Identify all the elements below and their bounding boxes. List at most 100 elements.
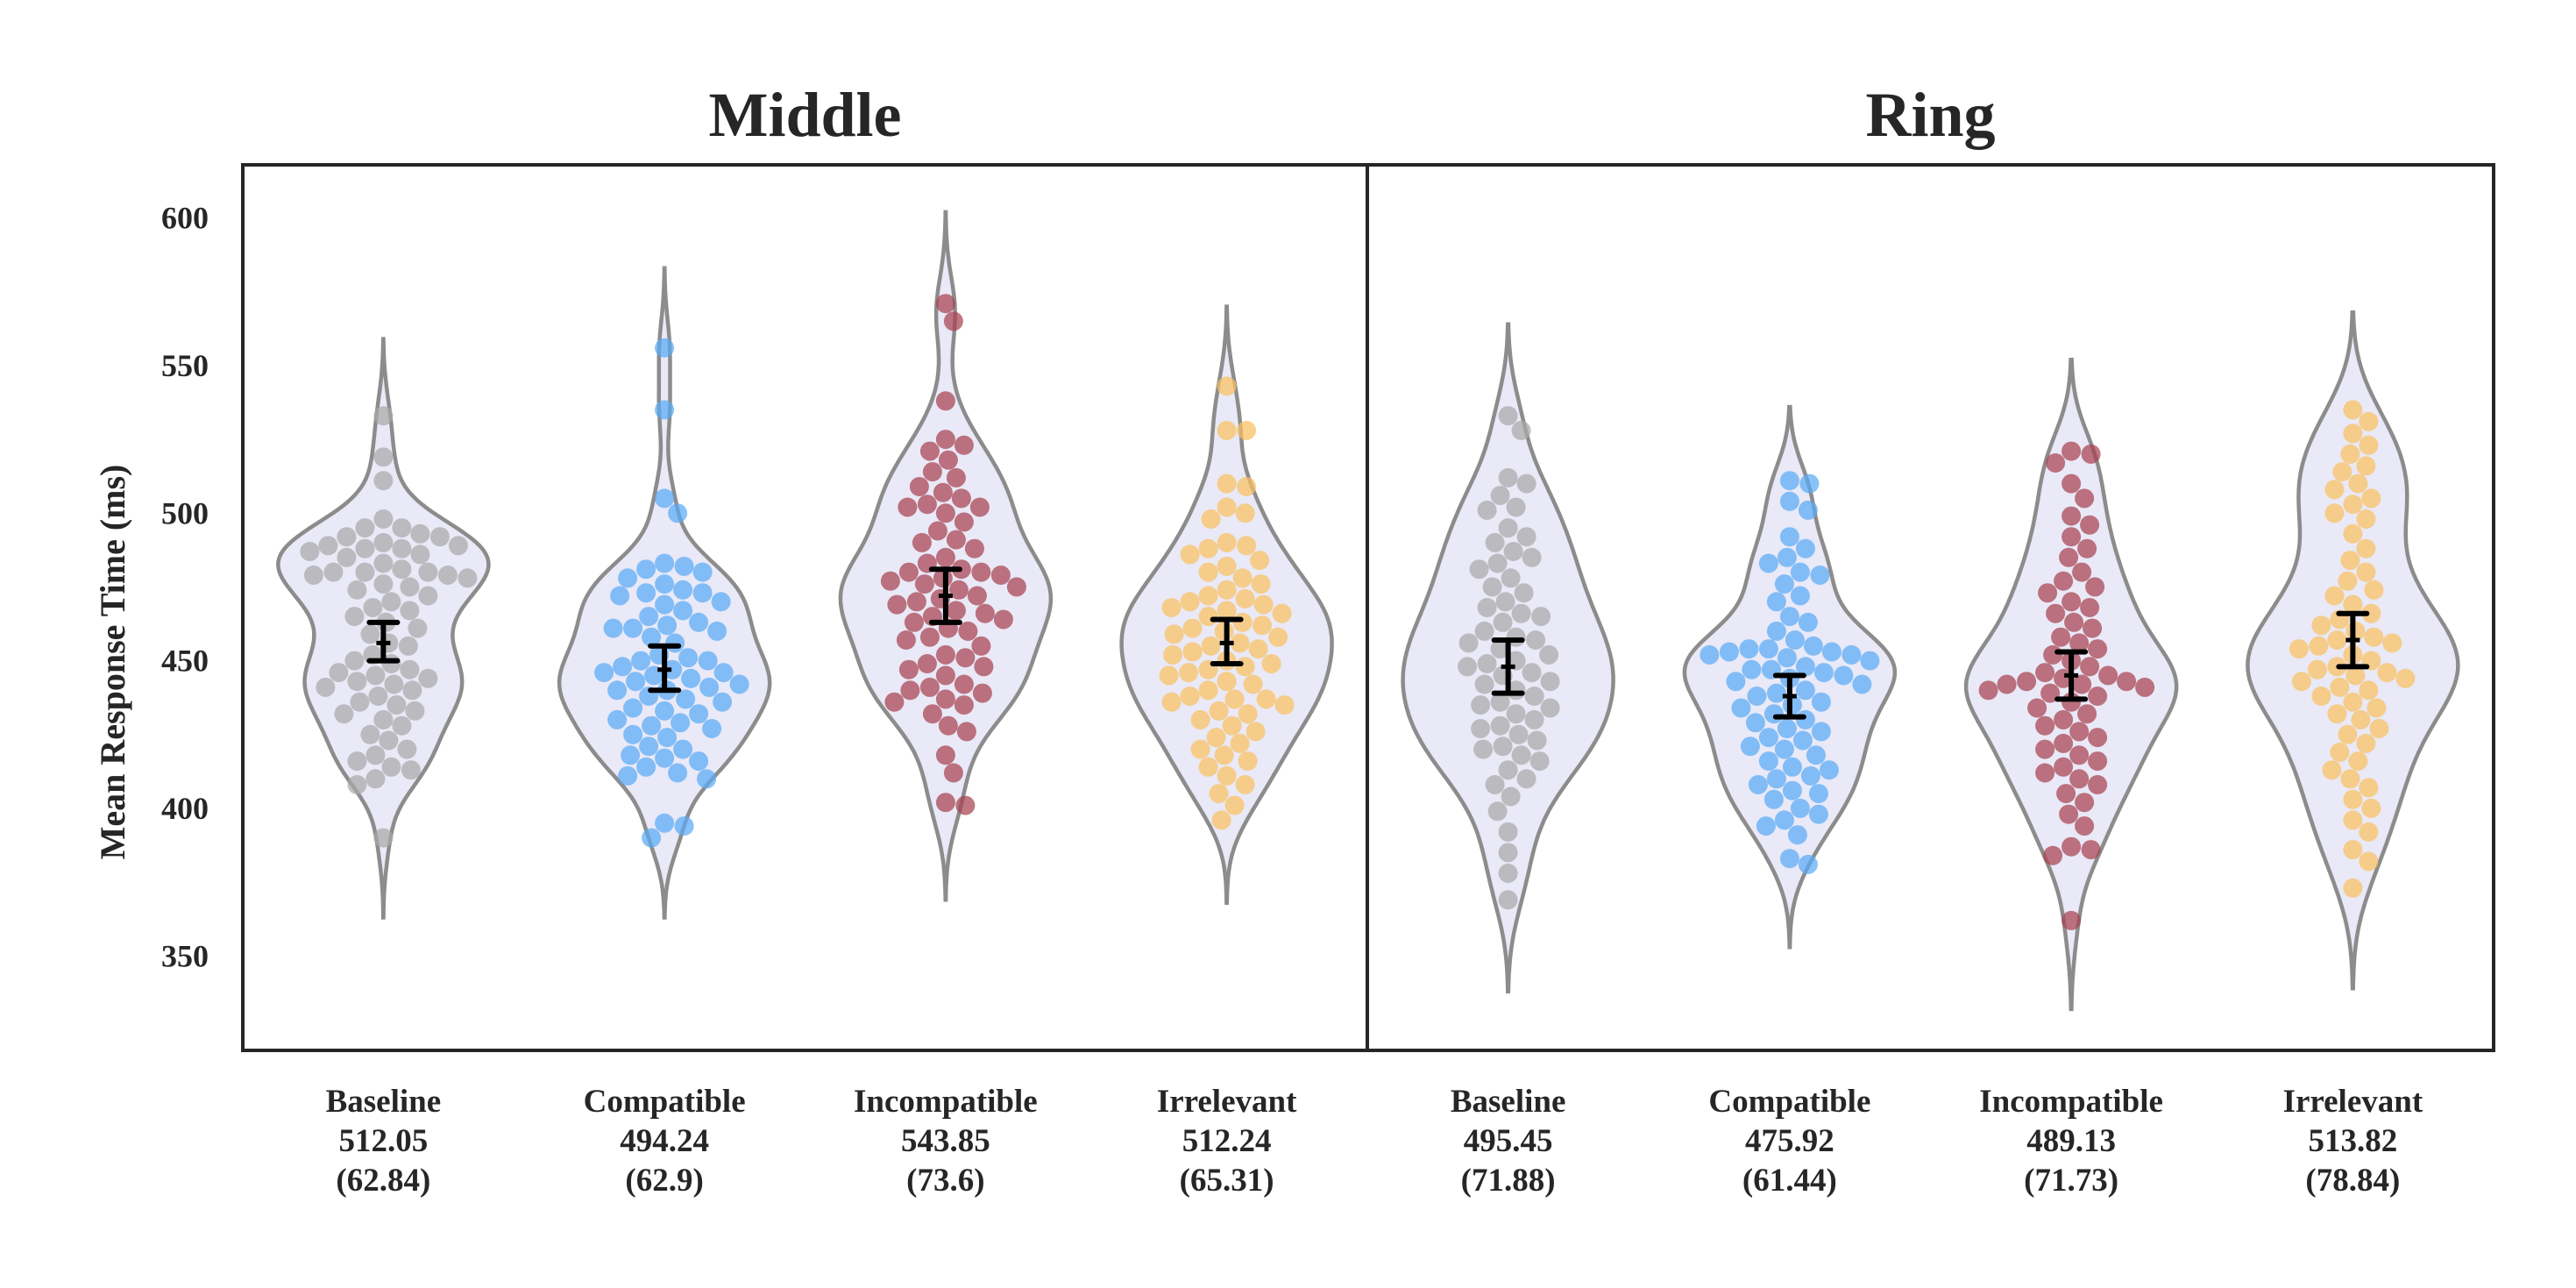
data-point (975, 603, 995, 623)
data-point (2345, 665, 2366, 686)
data-point (657, 616, 678, 636)
data-point (1217, 765, 1237, 786)
data-point (1490, 486, 1510, 506)
data-point (373, 553, 394, 573)
data-point (692, 583, 713, 603)
data-point (935, 793, 955, 813)
data-point (1800, 765, 1820, 786)
data-point (2035, 663, 2055, 683)
data-point (663, 659, 683, 680)
y-tick-label: 500 (161, 495, 209, 530)
data-point (2081, 840, 2101, 860)
data-point (1237, 536, 1257, 556)
data-point (1748, 775, 1768, 794)
data-point (2340, 769, 2360, 789)
x-tick-category: Compatible (1708, 1084, 1870, 1120)
data-point (2035, 715, 2055, 736)
data-point (2343, 692, 2363, 712)
data-point (365, 745, 386, 765)
data-point (2062, 836, 2082, 857)
data-point (1501, 786, 1521, 807)
data-point (917, 495, 937, 515)
x-tick-category: Compatible (584, 1084, 746, 1120)
data-point (2080, 598, 2100, 617)
data-point (373, 709, 394, 729)
data-point (1774, 810, 1794, 830)
data-point (1514, 583, 1534, 603)
data-point (2367, 698, 2387, 718)
data-point (1498, 843, 1518, 863)
data-point (909, 477, 929, 496)
data-point (1777, 648, 1797, 668)
data-point (1477, 598, 1497, 617)
x-tick-mean: 513.82 (2309, 1123, 2398, 1159)
data-point (2343, 495, 2363, 515)
data-point (1190, 709, 1210, 729)
data-point (969, 497, 990, 517)
data-point (1508, 724, 1529, 744)
data-point (1795, 709, 1815, 729)
data-point (1739, 639, 1759, 659)
data-point (927, 521, 947, 541)
data-point (344, 651, 365, 671)
data-point (1274, 695, 1295, 715)
data-point (1774, 574, 1794, 594)
data-point (1742, 659, 1762, 680)
data-point (1217, 672, 1237, 692)
data-point (642, 828, 662, 848)
data-point (1217, 532, 1237, 552)
data-point (2080, 515, 2100, 535)
data-point (618, 568, 638, 588)
data-point (2356, 562, 2376, 582)
data-point (1498, 864, 1518, 883)
data-point (368, 687, 388, 706)
data-point (300, 542, 320, 561)
data-point (673, 739, 693, 759)
data-point (2377, 663, 2397, 683)
data-point (2359, 680, 2379, 701)
data-point (1785, 630, 1805, 650)
x-tick-category: Incompatible (854, 1084, 1038, 1120)
data-point (1253, 616, 1273, 636)
data-point (1469, 559, 1489, 580)
data-point (898, 562, 919, 582)
data-point (410, 544, 430, 565)
data-point (1201, 509, 1221, 529)
x-tick-sd: (61.44) (1742, 1163, 1837, 1199)
data-point (698, 651, 718, 671)
data-point (1798, 500, 1818, 520)
data-point (623, 698, 643, 718)
data-point (1516, 527, 1536, 547)
data-point (1511, 745, 1531, 765)
data-point (2291, 672, 2311, 692)
data-point (2340, 551, 2360, 571)
data-point (437, 566, 458, 585)
x-tick-mean: 543.85 (901, 1123, 990, 1159)
data-point (373, 406, 394, 426)
error-bar (648, 643, 682, 694)
data-point (347, 751, 367, 772)
data-point (1214, 621, 1234, 641)
data-point (1182, 618, 1203, 638)
x-tick-sd: (78.84) (2305, 1163, 2400, 1199)
data-point (381, 757, 401, 777)
data-point (1766, 769, 1786, 789)
data-point (729, 674, 749, 694)
data-point (2361, 798, 2381, 818)
data-point (373, 574, 394, 594)
data-point (2343, 878, 2363, 898)
data-point (1006, 577, 1026, 597)
data-point (2059, 547, 2079, 567)
data-point (1159, 665, 1179, 686)
data-point (655, 553, 675, 573)
data-point (2343, 789, 2363, 809)
data-point (458, 568, 478, 588)
x-tick-mean: 475.92 (1745, 1123, 1834, 1159)
data-point (2343, 840, 2363, 860)
error-bar (1772, 672, 1806, 720)
data-point (2324, 503, 2345, 523)
data-point (1806, 745, 1826, 765)
data-point (676, 689, 696, 709)
data-point (1795, 680, 1815, 701)
